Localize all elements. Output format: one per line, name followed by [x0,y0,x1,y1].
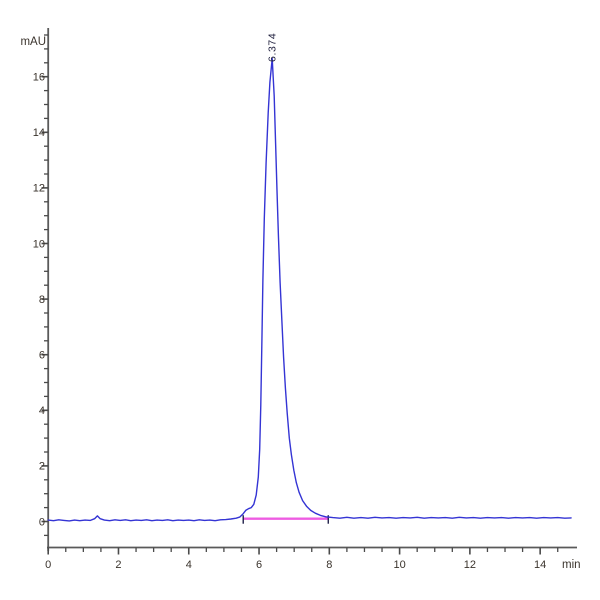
x-tick-label: 8 [326,559,332,571]
y-tick-label: 6 [39,350,45,362]
trace-layer [47,57,572,522]
x-tick-label: 4 [186,559,192,571]
signal-trace [47,57,572,522]
y-tick-label: 12 [33,183,45,195]
y-axis-unit-label: mAU [20,36,46,48]
x-tick-label: 12 [464,559,476,571]
y-tick-label: 2 [39,461,45,473]
axes-layer: 0 2 4 6 8 10 12 14 16 0 2 4 6 8 10 12 14 [33,28,577,571]
x-tick-label: 10 [393,559,405,571]
integration-layer [242,515,329,524]
x-tick-label: 2 [115,559,121,571]
y-tick-label: 14 [33,127,45,139]
x-axis-unit-label: min [562,559,581,571]
y-tick-label: 4 [39,405,45,417]
y-tick-label: 16 [33,72,45,84]
x-tick-label: 6 [256,559,262,571]
y-tick-label: 8 [39,294,45,306]
x-tick-label: 0 [45,559,51,571]
y-tick-label: 0 [39,516,45,528]
y-tick-label: 10 [33,238,45,250]
x-tick-label: 14 [534,559,546,571]
peak-retention-time-label: 6.374 [267,33,279,62]
